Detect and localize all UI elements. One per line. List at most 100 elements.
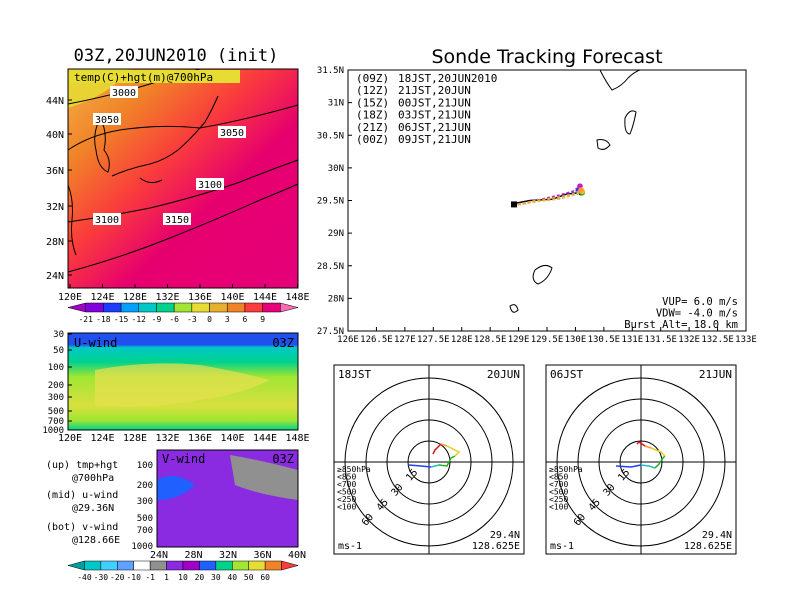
v-wind-x-tick-label: 28N bbox=[184, 550, 202, 561]
map-x-tick-label: 148E bbox=[285, 292, 309, 303]
map-colorbar-segment bbox=[156, 302, 175, 313]
tracking-legend-code: (12Z) bbox=[356, 84, 389, 97]
map-title: 03Z,20JUN2010 (init) bbox=[74, 46, 279, 66]
wind-colorbar-segment bbox=[166, 560, 184, 571]
u-wind-y-tick-label: 50 bbox=[53, 346, 64, 356]
u-wind-x-tick-label: 140E bbox=[220, 433, 244, 444]
tracking-series-endpoint bbox=[578, 187, 584, 193]
pressure-legend-label: <700 bbox=[337, 480, 356, 489]
side-note-line1: (up) tmp+hgt bbox=[46, 460, 118, 471]
island-southwest bbox=[509, 304, 519, 313]
u-wind-time: 03Z bbox=[272, 336, 294, 350]
map-colorbar-segment bbox=[85, 302, 104, 313]
map-label: temp(C)+hgt(m)@700hPa bbox=[74, 71, 213, 84]
u-wind-x-tick-label: 148E bbox=[285, 433, 309, 444]
tracking-x-tick-label: 131E bbox=[621, 335, 643, 345]
wind-colorbar-segment bbox=[232, 560, 249, 571]
hodograph-wind-trace bbox=[650, 447, 666, 457]
hodograph-time: 18JST bbox=[338, 368, 371, 381]
map-colorbar-segment bbox=[244, 302, 263, 313]
wind-colorbar-segment bbox=[84, 560, 102, 571]
tracking-legend-label: 09JST,21JUN bbox=[398, 133, 471, 146]
wind-colorbar-segment bbox=[215, 560, 233, 571]
tracking-x-tick-label: 130E bbox=[565, 335, 587, 345]
u-wind-y-tick-label: 500 bbox=[48, 407, 64, 417]
tracking-x-tick-label: 128.5E bbox=[474, 335, 507, 345]
map-colorbar-label: -6 bbox=[169, 315, 179, 324]
v-wind-y-tick-label: 100 bbox=[137, 461, 153, 471]
u-wind-y-tick-label: 30 bbox=[53, 330, 64, 340]
hodograph-wind-trace bbox=[644, 445, 652, 449]
tracking-legend-label: 18JST,20JUN2010 bbox=[398, 72, 497, 85]
tracking-x-tick-label: 128E bbox=[451, 335, 473, 345]
contour-label-3150: 3150 bbox=[165, 215, 189, 226]
u-wind-x-tick-label: 136E bbox=[188, 433, 212, 444]
u-wind-core bbox=[95, 363, 270, 407]
map-colorbar-segment bbox=[262, 302, 281, 313]
map-colorbar-label: 3 bbox=[225, 315, 230, 324]
v-wind-y-tick-label: 500 bbox=[137, 514, 153, 524]
wind-colorbar-label: 20 bbox=[195, 573, 205, 582]
wind-colorbar-label: -30 bbox=[94, 573, 109, 582]
v-wind-y-tick-label: 200 bbox=[137, 481, 153, 491]
wind-colorbar-label: 40 bbox=[227, 573, 237, 582]
hodograph-lon: 128.625E bbox=[472, 541, 520, 552]
tracking-x-tick-label: 133E bbox=[735, 335, 757, 345]
pressure-legend-label: <850 bbox=[337, 473, 356, 482]
u-wind-x-tick-label: 120E bbox=[58, 433, 82, 444]
pressure-legend-label: <100 bbox=[549, 503, 568, 512]
tracking-legend-code: (09Z) bbox=[356, 72, 389, 85]
side-note-line2: @29.36N bbox=[72, 503, 114, 514]
wind-colorbar-label: -20 bbox=[110, 573, 125, 582]
pressure-legend-label: <500 bbox=[549, 488, 568, 497]
wind-colorbar-segment bbox=[281, 560, 299, 571]
map-y-tick-label: 36N bbox=[46, 166, 64, 177]
map-colorbar-segment bbox=[209, 302, 228, 313]
side-notes: (up) tmp+hgt @700hPa (mid) u-wind @29.36N (b… bbox=[46, 460, 120, 546]
v-wind-frame bbox=[156, 449, 299, 548]
tracking-series-line bbox=[512, 190, 583, 207]
tracking-legend-code: (15Z) bbox=[356, 96, 389, 109]
tracking-series-line bbox=[512, 189, 582, 206]
v-wind-label: V-wind bbox=[162, 452, 205, 466]
pressure-legend-label: ≥850hPa bbox=[337, 465, 371, 474]
map-colorbar-segment bbox=[103, 302, 122, 313]
hodograph-time: 06JST bbox=[550, 368, 583, 381]
tracking-y-ticks: 27.5N 28N 28.5N 29N 29.5N 30N 30.5N 31N 31.5N bbox=[317, 66, 352, 337]
hodograph-lon: 128.625E bbox=[684, 541, 732, 552]
map-y-tick-label: 44N bbox=[46, 96, 64, 107]
map-y-ticks: 44N 40N 36N 32N 28N 24N bbox=[46, 96, 72, 282]
v-wind-time: 03Z bbox=[272, 452, 294, 466]
tracking-x-tick-label: 132.5E bbox=[701, 335, 734, 345]
v-wind-y-tick-label: 300 bbox=[137, 497, 153, 507]
wind-colorbar-label: 30 bbox=[211, 573, 221, 582]
tracking-y-tick-label: 31.5N bbox=[317, 66, 344, 76]
side-note-line2: @700hPa bbox=[72, 473, 114, 484]
tracking-legend-label: 06JST,21JUN bbox=[398, 121, 471, 134]
contour-label-3050a: 3050 bbox=[95, 115, 119, 126]
pressure-legend-label: <100 bbox=[337, 503, 356, 512]
tracking-y-tick-label: 28N bbox=[328, 294, 344, 304]
map-label-box bbox=[70, 70, 240, 83]
wind-colorbar-label: 60 bbox=[260, 573, 270, 582]
tracking-y-tick-label: 29N bbox=[328, 229, 344, 239]
tracking-legend-code: (18Z) bbox=[356, 109, 389, 122]
wind-colorbar-label: 50 bbox=[244, 573, 254, 582]
tracking-y-tick-label: 30N bbox=[328, 164, 344, 174]
v-wind-x-tick-label: 36N bbox=[253, 550, 271, 561]
contour-label-3100b: 3100 bbox=[95, 215, 119, 226]
tracking-y-tick-label: 28.5N bbox=[317, 262, 344, 272]
u-wind-x-tick-label: 144E bbox=[253, 433, 277, 444]
tracking-x-tick-label: 127.5E bbox=[417, 335, 450, 345]
map-colorbar: -21 -18 -15 -12 -9 -6 -3 0 3 6 9 bbox=[67, 302, 299, 324]
tracking-x-tick-label: 132E bbox=[678, 335, 700, 345]
wind-colorbar-label: 1 bbox=[164, 573, 169, 582]
map-colorbar-label: -15 bbox=[114, 315, 129, 324]
map-y-tick-label: 24N bbox=[46, 271, 64, 282]
hodograph-wind-trace bbox=[408, 464, 432, 468]
tracking-legend-code: (21Z) bbox=[356, 121, 389, 134]
tracking-param: VDW= -4.0 m/s bbox=[656, 308, 738, 320]
